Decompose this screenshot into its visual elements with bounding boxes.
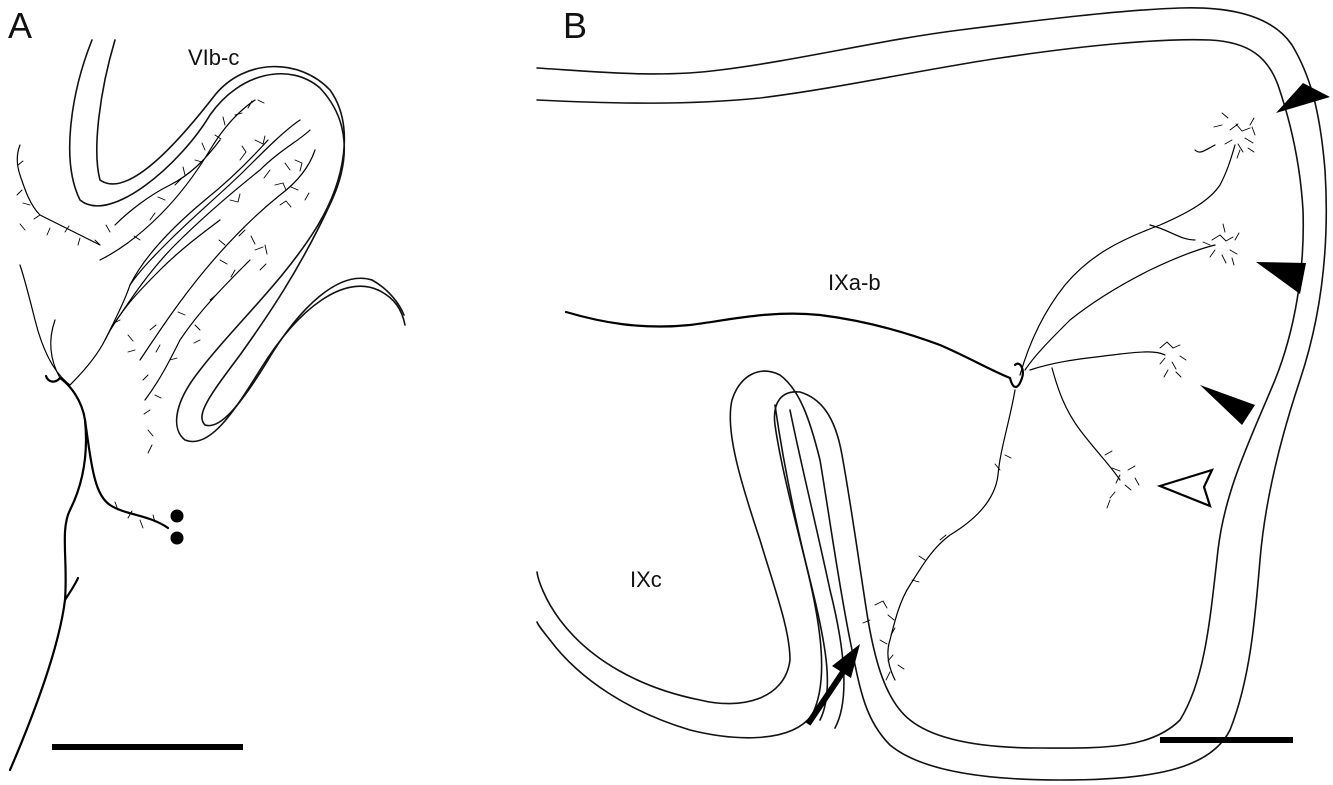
filled-arrowhead-icon bbox=[1276, 83, 1330, 113]
region-label-vib-c: VIb-c bbox=[188, 45, 239, 70]
panel-a: A VIb-c bbox=[8, 5, 406, 772]
arrowhead-markers bbox=[1156, 83, 1330, 508]
terminal-arbors-b bbox=[862, 112, 1256, 681]
folium-outline-b bbox=[536, 7, 1328, 781]
panel-a-label: A bbox=[8, 5, 32, 46]
filled-arrowhead-icon bbox=[1256, 262, 1306, 294]
panel-b: B IXa-b IXc bbox=[536, 5, 1330, 781]
dot-icon bbox=[170, 531, 184, 545]
region-label-ixc: IXc bbox=[630, 567, 662, 592]
region-label-ixa-b: IXa-b bbox=[828, 270, 881, 295]
climbing-fiber-a bbox=[8, 99, 316, 772]
dot-icon bbox=[170, 509, 184, 523]
climbing-fiber-b bbox=[564, 144, 1236, 681]
panel-b-label: B bbox=[563, 5, 587, 46]
folium-outline-a bbox=[68, 39, 406, 443]
arrow-icon bbox=[805, 644, 860, 726]
open-arrowhead-icon bbox=[1156, 468, 1215, 508]
filled-arrowhead-icon bbox=[1200, 385, 1255, 425]
terminal-arbors-a bbox=[16, 99, 310, 529]
dot-pair bbox=[170, 509, 184, 545]
